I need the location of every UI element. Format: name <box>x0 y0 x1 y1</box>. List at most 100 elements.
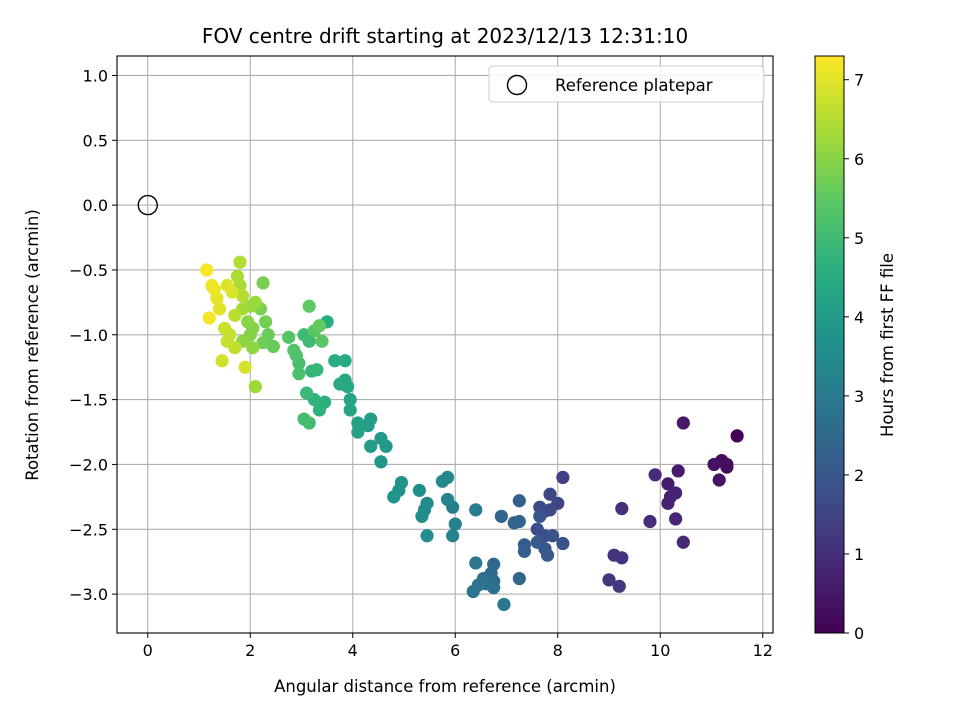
data-point <box>469 503 483 517</box>
data-point <box>343 403 357 417</box>
y-tick-label: 1.0 <box>83 66 108 85</box>
data-point <box>266 339 280 354</box>
data-point <box>235 289 250 303</box>
data-point <box>282 330 296 344</box>
data-point <box>248 295 262 309</box>
colorbar-tick-label: 2 <box>854 466 864 485</box>
data-point <box>233 255 247 269</box>
data-point <box>440 492 455 507</box>
colorbar <box>814 55 845 634</box>
data-point <box>517 544 532 558</box>
y-tick-label: 0.0 <box>83 196 108 215</box>
data-point <box>297 328 311 342</box>
data-point <box>730 429 744 443</box>
data-point <box>661 496 675 510</box>
data-point <box>543 487 557 501</box>
y-axis-ticks: −3.0 −2.5 −2.0 −1.5 −1.0 −0.5 0.0 0.5 1.0 <box>69 66 117 604</box>
data-point <box>205 278 219 293</box>
data-point <box>415 509 429 523</box>
legend-box <box>488 65 765 103</box>
data-point <box>602 573 616 587</box>
data-point <box>202 311 216 325</box>
data-point <box>256 335 270 350</box>
colorbar-tick-label: 4 <box>854 308 864 327</box>
x-tick-label: 6 <box>450 641 460 660</box>
data-point <box>671 464 685 478</box>
data-point <box>530 535 544 549</box>
x-tick-label: 8 <box>553 641 563 660</box>
data-point <box>215 354 229 368</box>
colorbar-tick-label: 1 <box>854 545 864 564</box>
data-point <box>676 535 690 549</box>
legend-label: Reference platepar <box>555 76 713 95</box>
plot-frame <box>116 55 774 634</box>
data-point <box>643 514 657 529</box>
y-tick-label: 0.5 <box>83 131 108 150</box>
y-tick-label: −1.0 <box>69 326 108 345</box>
x-tick-label: 10 <box>650 641 670 660</box>
data-point <box>212 302 227 316</box>
y-tick-label: −2.5 <box>69 520 108 539</box>
colorbar-ticks: 0 1 2 3 4 5 6 7 <box>844 71 864 643</box>
data-point <box>220 334 234 348</box>
data-point <box>533 500 547 514</box>
data-point <box>494 509 508 523</box>
data-point <box>333 377 347 391</box>
data-point <box>412 483 426 497</box>
x-tick-label: 0 <box>143 641 153 660</box>
data-point <box>497 597 511 612</box>
data-point <box>543 503 557 517</box>
data-point <box>310 363 324 377</box>
data-point <box>469 556 483 570</box>
chart-title: FOV centre drift starting at 2023/12/13 … <box>202 24 688 48</box>
data-point <box>220 278 234 293</box>
data-point <box>712 473 726 487</box>
data-point <box>512 494 526 508</box>
x-tick-label: 4 <box>348 641 358 660</box>
data-point <box>256 276 270 290</box>
data-point <box>297 412 311 426</box>
colorbar-tick-label: 0 <box>854 624 864 643</box>
y-tick-label: −2.0 <box>69 455 108 474</box>
y-tick-label: −0.5 <box>69 261 108 280</box>
data-point <box>302 299 316 313</box>
data-point <box>387 490 401 504</box>
colorbar-tick-label: 6 <box>854 150 864 169</box>
reference-platepar-marker <box>137 194 158 216</box>
data-point <box>259 315 273 329</box>
data-point <box>512 571 526 586</box>
data-point <box>720 457 734 472</box>
data-point <box>312 319 327 333</box>
data-point <box>300 386 314 400</box>
colorbar-title: Hours from first FF file <box>878 253 897 437</box>
data-point <box>315 334 329 348</box>
data-point <box>669 512 683 526</box>
data-point <box>556 470 570 485</box>
data-point <box>661 477 675 491</box>
legend-marker-icon <box>506 74 528 96</box>
data-point <box>374 455 388 469</box>
data-point <box>556 536 570 551</box>
data-point <box>343 393 357 407</box>
data-point <box>540 548 555 562</box>
data-point <box>420 529 434 543</box>
data-point <box>238 360 252 374</box>
x-axis-title: Angular distance from reference (arcmin) <box>274 677 616 696</box>
y-tick-label: −1.5 <box>69 391 108 410</box>
data-point <box>241 315 255 329</box>
data-point <box>374 431 388 446</box>
data-point <box>533 509 547 523</box>
grid-lines <box>117 56 773 633</box>
data-point <box>546 529 560 543</box>
data-point <box>228 308 242 322</box>
data-point <box>312 403 327 417</box>
data-point <box>648 468 662 482</box>
data-point <box>230 269 245 284</box>
data-point <box>246 341 260 355</box>
x-tick-label: 2 <box>245 641 255 660</box>
data-point <box>446 529 460 543</box>
data-point <box>612 579 626 593</box>
data-point <box>669 486 683 500</box>
